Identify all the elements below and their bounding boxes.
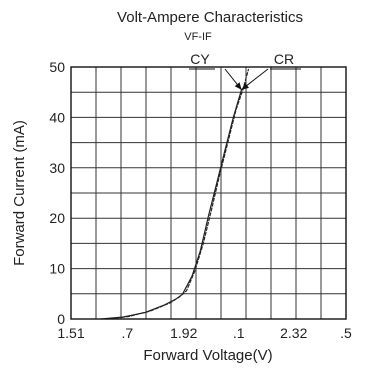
series-label-cy: CY — [190, 51, 210, 67]
x-tick-label: .1 — [233, 325, 245, 341]
y-tick-label: 40 — [49, 109, 65, 125]
chart-title: Volt-Ampere Characteristics — [117, 9, 303, 26]
series-layer — [100, 68, 249, 320]
chart-subtitle: VF-IF — [184, 31, 212, 43]
x-axis-label: Forward Voltage(V) — [143, 347, 272, 364]
y-tick-label: 20 — [49, 210, 65, 226]
series-label-cr: CR — [274, 51, 294, 67]
plot-frame — [70, 66, 347, 320]
y-axis-label: Forward Current (mA) — [11, 120, 28, 266]
arrowhead — [241, 82, 249, 90]
y-tick-label: 30 — [49, 160, 65, 176]
x-tick-label: .7 — [122, 325, 134, 341]
tick-labels: 1.51 .7 1.92 .1 2.32 .5 0 10 20 30 40 50 — [49, 59, 352, 341]
series-line-cy — [100, 89, 243, 320]
x-tick-label: 1.51 — [57, 325, 84, 341]
x-tick-label: 1.92 — [170, 325, 197, 341]
series-line-cr — [106, 68, 249, 320]
arrowhead — [234, 82, 242, 90]
x-tick-label: 2.32 — [280, 325, 307, 341]
y-tick-label: 10 — [49, 261, 65, 277]
y-tick-label: 50 — [49, 59, 65, 75]
y-tick-label: 0 — [57, 311, 65, 327]
x-tick-label: .5 — [340, 325, 352, 341]
grid-lines — [71, 67, 346, 319]
annotation-layer: CY CR — [189, 51, 301, 91]
